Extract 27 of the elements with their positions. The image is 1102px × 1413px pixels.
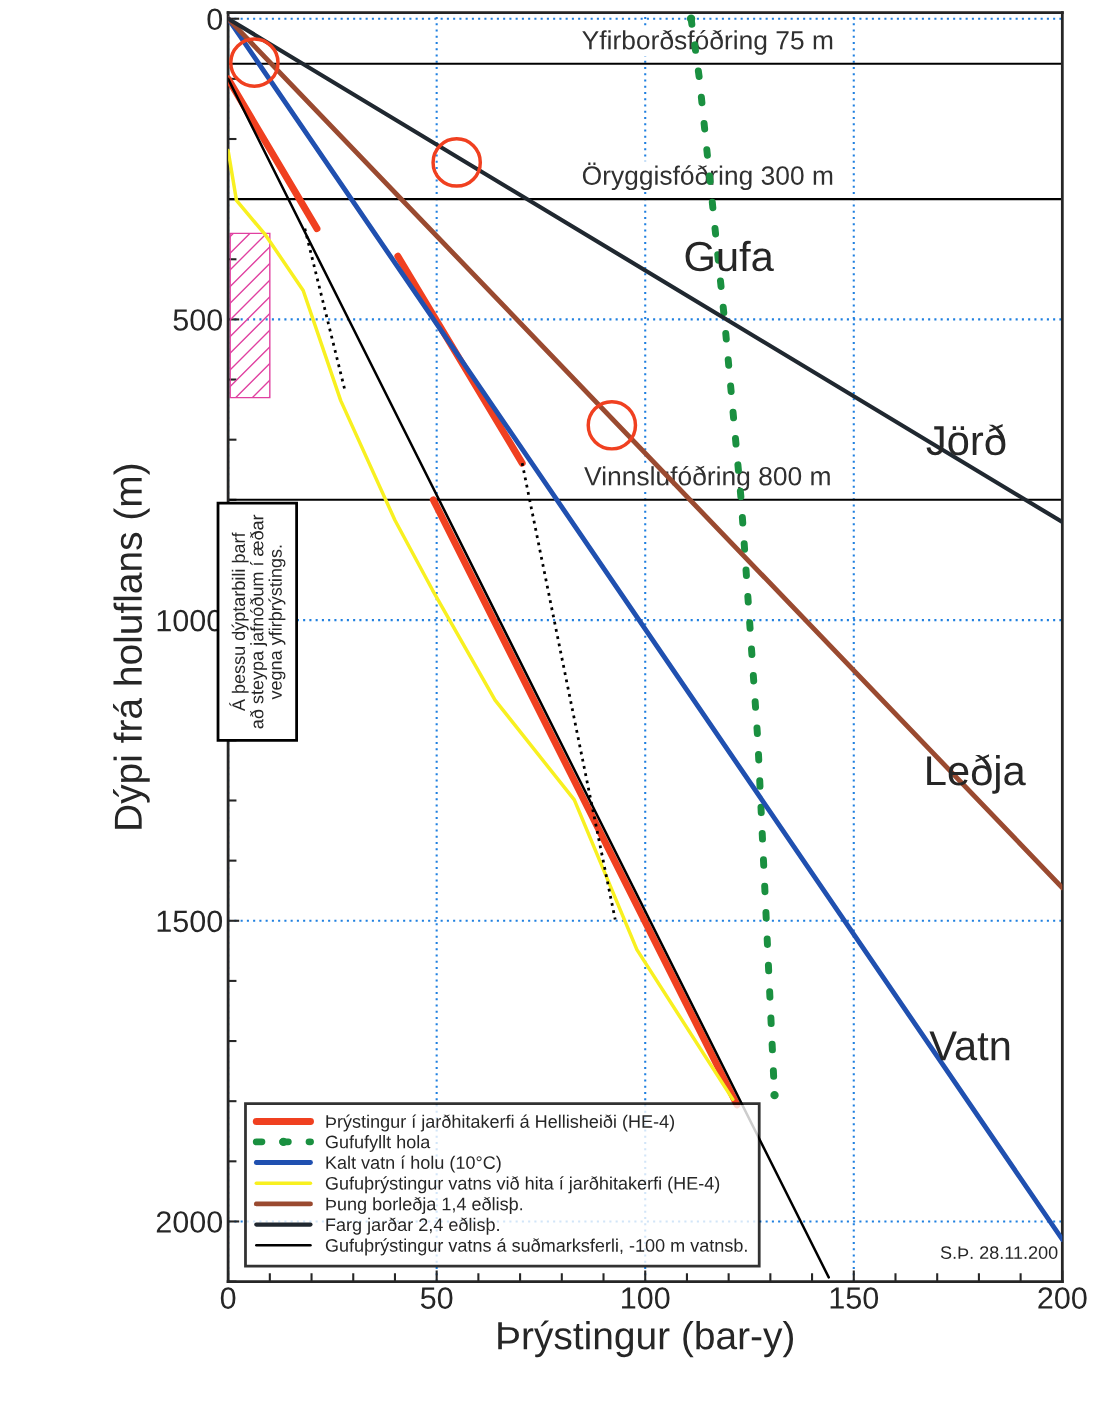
- legend-label: Kalt vatn í holu (10°C): [326, 1155, 501, 1173]
- point: [229, 37, 280, 88]
- legend-label: Gufufyllt hola: [325, 1135, 431, 1152]
- ref-line-label: Yfirborðsfóðring 75 m: [582, 29, 833, 55]
- point: [431, 137, 483, 188]
- y-tick-label: 500: [173, 309, 223, 331]
- x-tick-label: 200: [1038, 1287, 1087, 1309]
- legend-label: Þrýstingur í jarðhitakerfi á Hellisheiði (HE-4): [326, 1114, 674, 1132]
- annotation: Jörð: [926, 424, 1006, 456]
- annotation: S.Þ. 28.11.200: [940, 1246, 1058, 1259]
- x-tick-label: 50: [420, 1287, 453, 1309]
- point: [586, 399, 638, 451]
- legend-label: Farg jarðar 2,4 eðlisþ.: [326, 1217, 499, 1235]
- point: [686, 14, 696, 23]
- point: [770, 1091, 779, 1100]
- legend-label: Gufuþrýstingur vatns við hita í jarðhitakerfi (HE-4): [325, 1176, 720, 1194]
- x-tick-label: 100: [622, 1287, 670, 1309]
- annotation: Gufa: [685, 240, 774, 272]
- y-tick-label: 2000: [156, 1211, 223, 1233]
- legend-label: Þung borleðja 1,4 eðlisþ.: [326, 1196, 523, 1214]
- annotation: Á þessu dýptarbili þarf að steypa jafnóðum í æðar vegna yfirþrýstings.: [229, 514, 286, 729]
- y-tick-label: 0: [207, 8, 223, 31]
- legend-label: Gufuþrýstingur vatns á suðmarksferli, -100 m vatnsb.: [325, 1238, 747, 1256]
- x-axis-title: Þrýstingur (bar-y): [498, 1320, 793, 1358]
- y-axis-title: Dýpi frá holuflans (m): [113, 464, 150, 829]
- y-tick-label: 1500: [157, 910, 223, 933]
- x-tick-label: 150: [830, 1287, 879, 1309]
